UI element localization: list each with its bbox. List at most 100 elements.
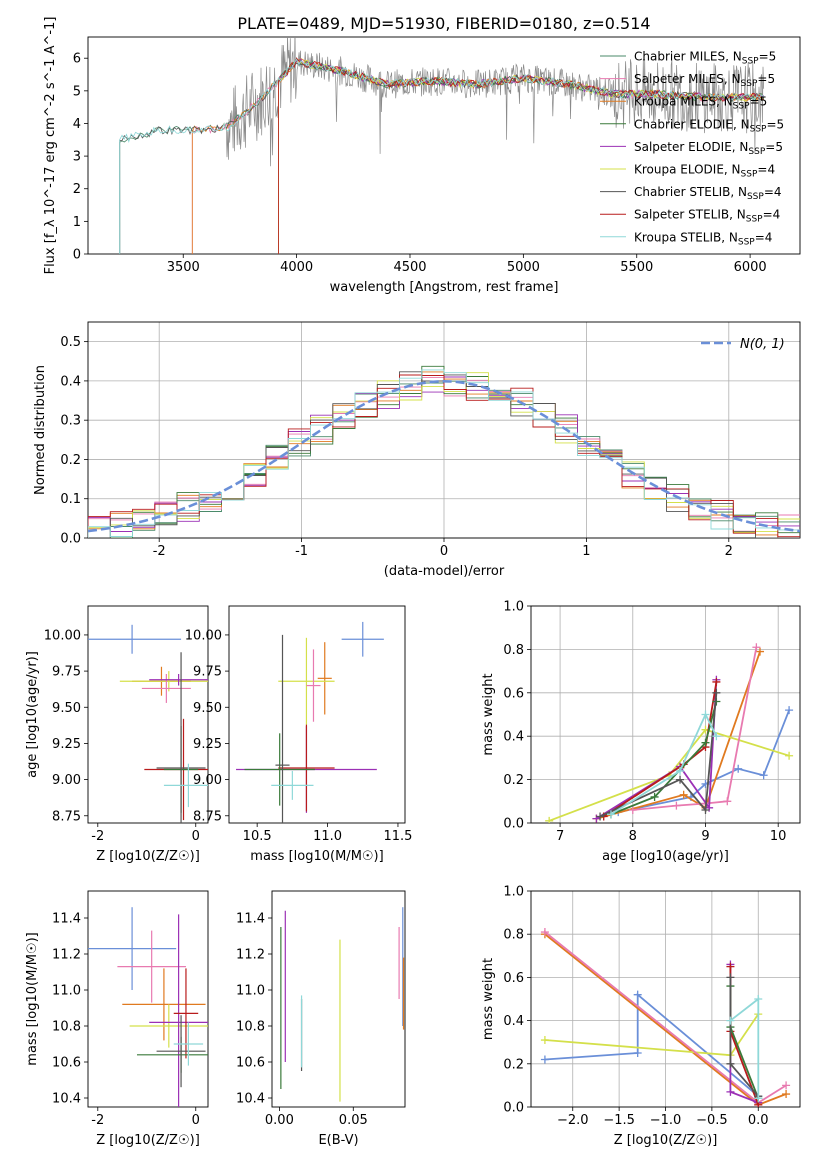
y-tick-label: 3: [73, 150, 81, 165]
y-tick-label: 10.4: [236, 1092, 265, 1107]
x-tick-label: 0.0: [748, 1113, 769, 1128]
y-tick-label: 5: [73, 84, 81, 99]
legend-label: Chabrier STELIB, NSSP=4: [634, 185, 782, 202]
age-vs-z-panel: -2 0 8.75 9.00 9.25 9.50 9.75 10.00 Z [log10(Z/Z…: [25, 605, 209, 864]
weight-series-line: [610, 701, 718, 816]
weight-point-marker: [754, 995, 763, 1003]
y-tick-label: 10.8: [236, 1020, 265, 1035]
weight-point-marker: [676, 766, 685, 775]
x-tick-label: 4000: [280, 260, 313, 275]
plot-frame: [87, 605, 209, 824]
legend-label: Kroupa MILES, NSSP=5: [634, 95, 767, 112]
y-axis-label: Normed distribution: [33, 365, 48, 495]
plot-frame: [530, 890, 801, 1108]
x-tick-label: 4500: [393, 260, 426, 275]
legend-label: Salpeter MILES, NSSP=5: [634, 72, 775, 89]
plot-frame: [87, 321, 801, 539]
x-axis-label: mass [log10(M/M☉)]: [250, 849, 383, 864]
weight-point-marker: [785, 706, 794, 715]
weight-point-marker: [676, 775, 685, 784]
x-tick-label: -2: [153, 544, 166, 559]
weight-series-line: [610, 712, 718, 816]
weight-series-line: [618, 709, 790, 813]
y-tick-label: 9.50: [52, 701, 81, 716]
weight-series-line: [548, 728, 790, 822]
weight-point-marker: [726, 1059, 735, 1068]
weight-point-marker: [701, 738, 710, 747]
weight-point-marker: [679, 790, 688, 799]
x-tick-label: -2: [91, 829, 104, 844]
y-tick-label: 0.0: [503, 817, 524, 832]
weight-point-marker: [540, 928, 549, 937]
weight-point-marker: [650, 792, 659, 801]
legend-label: Kroupa ELODIE, NSSP=4: [634, 163, 775, 180]
x-tick-label: 0: [440, 544, 448, 559]
y-tick-label: 0.2: [503, 1057, 524, 1072]
y-tick-label: 0.3: [60, 414, 81, 429]
y-tick-label: 10.6: [52, 1056, 81, 1071]
y-tick-label: 0.4: [503, 1014, 524, 1029]
weight-point-marker: [701, 710, 710, 719]
y-axis-label: mass [log10(M/M☉)]: [25, 932, 40, 1065]
x-tick-label: −2.0: [557, 1113, 589, 1128]
x-tick-label: 10: [770, 829, 787, 844]
y-tick-label: 9.00: [52, 773, 81, 788]
plot-frame: [228, 605, 406, 824]
legend-label: N(0, 1): [740, 337, 785, 352]
y-tick-label: 11.4: [236, 912, 265, 927]
legend-label: Chabrier MILES, NSSP=5: [634, 50, 776, 67]
y-tick-label: 10.00: [185, 628, 222, 643]
y-tick-label: 1.0: [503, 885, 524, 900]
x-tick-label: −1.5: [603, 1113, 635, 1128]
plot-frame: [87, 36, 801, 255]
y-tick-label: 9.25: [52, 737, 81, 752]
y-tick-label: 11.0: [52, 984, 81, 999]
weight-point-marker: [726, 1016, 735, 1025]
x-tick-label: −1.0: [650, 1113, 682, 1128]
plot-frame: [530, 605, 801, 824]
plot-frame: [87, 890, 209, 1108]
y-tick-label: 1.0: [503, 600, 524, 615]
weight-point-marker: [756, 647, 765, 656]
y-tick-label: 10.8: [52, 1020, 81, 1035]
legend-label: Salpeter STELIB, NSSP=4: [634, 208, 780, 225]
x-tick-label: 5000: [507, 260, 540, 275]
weight-point-marker: [540, 1055, 549, 1064]
y-tick-label: 0.4: [503, 730, 524, 745]
weight-point-marker: [782, 1090, 791, 1099]
y-tick-label: 9.25: [193, 737, 222, 752]
y-tick-label: 11.4: [52, 912, 81, 927]
y-tick-label: 8.75: [52, 809, 81, 824]
y-tick-label: 4: [73, 117, 81, 132]
error-bars: [88, 907, 208, 1107]
error-bars: [236, 621, 384, 823]
weight-vs-z-panel: −2.0 −1.5 −1.0 −0.5 0.0 0.0 0.2 0.4 0.6 0.8 1.0 Z […: [481, 885, 801, 1148]
legend-label: Salpeter ELODIE, NSSP=5: [634, 140, 783, 157]
weight-point-marker: [628, 805, 637, 814]
x-tick-label: 11.5: [383, 829, 412, 844]
mass-vs-ebv-panel: 0.00 0.05 10.4 10.6 10.8 11.0 11.2 11.4 E(B-V): [236, 890, 406, 1148]
y-axis-label: mass weight: [481, 958, 496, 1040]
weight-lines: [545, 643, 794, 823]
model-spectrum-line: [191, 59, 765, 254]
x-tick-label: 6000: [734, 260, 767, 275]
error-bars: [280, 907, 405, 1102]
model-spectrum-line: [119, 58, 764, 254]
y-axis-label: Flux [f_λ 10^-17 erg cm^-2 s^-1 A^-1]: [43, 17, 58, 275]
y-tick-label: 0.6: [503, 971, 524, 986]
weight-vs-age-panel: 7 8 9 10 0.0 0.2 0.4 0.6 0.8 1.0 age [log10(age/yr…: [481, 600, 801, 864]
y-tick-label: 9.75: [52, 665, 81, 680]
weight-point-marker: [734, 764, 743, 773]
weight-point-marker: [712, 732, 721, 741]
spectrum-panel: 3500 4000 4500 5000 5500 6000 0 1 2 3 4 5 6 wavelengt…: [43, 17, 801, 295]
weight-point-marker: [596, 812, 605, 821]
x-tick-label: 0.05: [339, 1113, 368, 1128]
x-tick-label: 1: [582, 544, 590, 559]
model-spectrum-line: [119, 57, 764, 254]
y-tick-label: 0.8: [503, 928, 524, 943]
weight-point-marker: [545, 816, 554, 823]
y-tick-label: 9.00: [193, 773, 222, 788]
histogram-series: [88, 365, 800, 538]
y-tick-label: 0.4: [60, 374, 81, 389]
